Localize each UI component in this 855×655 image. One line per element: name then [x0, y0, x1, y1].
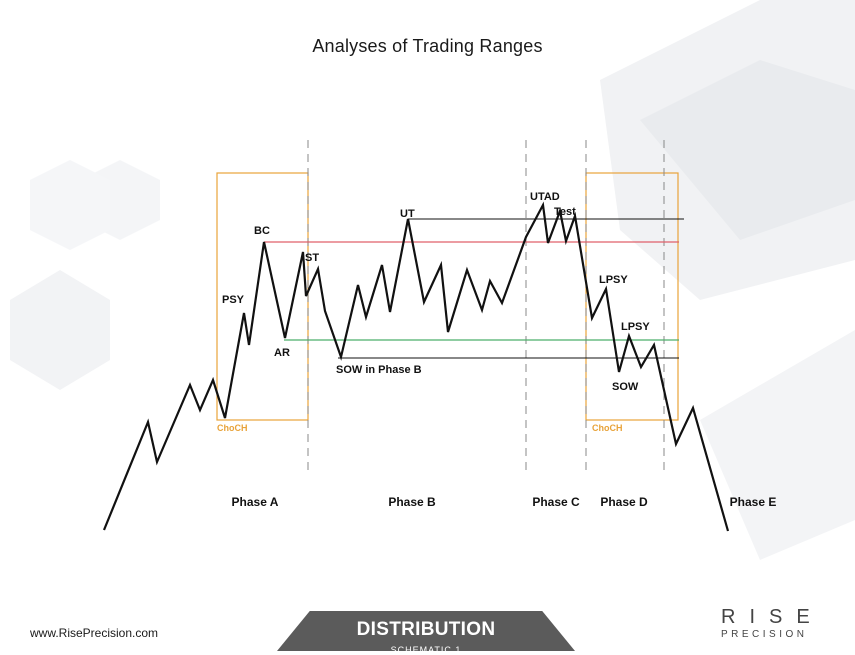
choch-label-a: ChoCH [217, 423, 248, 433]
banner-title: DISTRIBUTION [356, 619, 496, 640]
logo-bottom-text: PRECISION [721, 629, 808, 640]
label-sow-phase-b: SOW in Phase B [336, 364, 422, 376]
phase-label-d: Phase D [600, 495, 648, 509]
label-lpsy-1: LPSY [599, 274, 628, 286]
phase-label-e: Phase E [730, 495, 777, 509]
phase-label-c: Phase C [532, 495, 580, 509]
label-test: Test [554, 206, 576, 218]
label-lpsy-2: LPSY [621, 321, 650, 333]
choch-label-d: ChoCH [592, 423, 623, 433]
banner-subtitle: SCHEMATIC 1 [390, 645, 462, 655]
label-ut: UT [400, 208, 415, 220]
label-psy: PSY [222, 294, 245, 306]
phase-label-b: Phase B [388, 495, 436, 509]
logo-top-text: RISE [721, 606, 824, 628]
label-bc: BC [254, 225, 270, 237]
website-link[interactable]: www.RisePrecision.com [30, 626, 159, 640]
price-path [102, 201, 730, 532]
label-utad: UTAD [530, 191, 560, 203]
label-st: ST [305, 252, 319, 264]
label-ar: AR [274, 347, 290, 359]
label-sow: SOW [612, 381, 639, 393]
phase-label-a: Phase A [232, 495, 279, 509]
rise-precision-logo: RISE PRECISION [721, 606, 831, 640]
distribution-banner: DISTRIBUTION SCHEMATIC 1 [277, 611, 575, 651]
chart-title: Analyses of Trading Ranges [312, 36, 543, 56]
